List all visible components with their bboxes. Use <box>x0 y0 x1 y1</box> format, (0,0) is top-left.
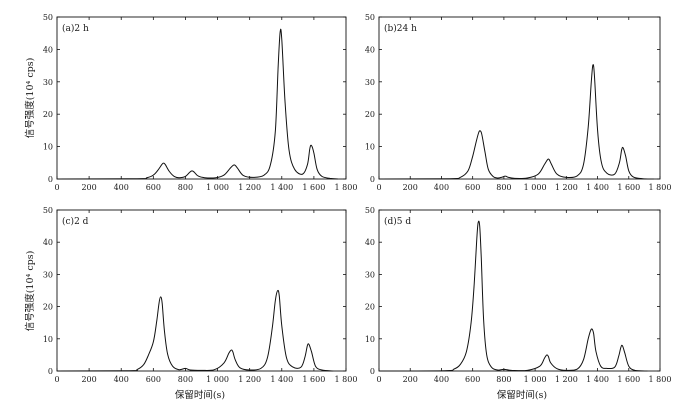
y-tick-label: 40 <box>43 45 53 54</box>
y-tick-label: 30 <box>365 78 375 87</box>
y-tick-label: 40 <box>43 238 53 247</box>
x-tick-label: 1 000 <box>524 375 547 384</box>
plot-frame <box>378 209 661 372</box>
x-tick-label: 1 600 <box>617 375 640 384</box>
x-tick-label: 800 <box>496 375 511 384</box>
y-tick-label: 40 <box>365 45 375 54</box>
x-tick-label: 1 600 <box>617 183 640 192</box>
x-axis-label-left: 保留时间(s) <box>175 389 225 401</box>
x-tick-label: 1 400 <box>270 375 293 384</box>
x-tick-label: 1 800 <box>335 375 358 384</box>
y-tick-label: 10 <box>365 143 375 152</box>
y-tick-label: 0 <box>370 367 375 376</box>
panel-label: (c)2 d <box>62 216 89 227</box>
y-tick-label: 50 <box>365 206 375 215</box>
y-tick-label: 30 <box>43 78 53 87</box>
y-tick-label: 0 <box>370 175 375 184</box>
x-tick-label: 1 600 <box>302 375 325 384</box>
x-tick-label: 200 <box>403 183 418 192</box>
y-tick-label: 0 <box>48 175 53 184</box>
x-tick-label: 1 200 <box>238 375 261 384</box>
y-tick-label: 10 <box>43 143 53 152</box>
x-tick-label: 0 <box>376 183 381 192</box>
x-tick-label: 200 <box>81 183 96 192</box>
x-tick-label: 1 000 <box>206 183 229 192</box>
y-axis-label-top: 信号强度(10⁴ cps) <box>24 58 36 139</box>
x-tick-label: 600 <box>465 183 480 192</box>
x-tick-label: 800 <box>178 375 193 384</box>
series-line <box>378 64 654 180</box>
x-tick-label: 600 <box>146 375 161 384</box>
series-line <box>56 289 334 372</box>
x-tick-label: 0 <box>54 183 59 192</box>
y-tick-label: 30 <box>43 270 53 279</box>
panel-2: 0 200 400 600 800 1 000 1 200 1 400 1 600 1 800 0 1… <box>43 206 358 384</box>
y-tick-label: 50 <box>365 13 375 22</box>
y-tick-label: 0 <box>48 367 53 376</box>
y-tick-label: 10 <box>43 335 53 344</box>
plot-frame <box>56 16 347 180</box>
y-tick-label: 50 <box>43 13 53 22</box>
x-tick-label: 1 200 <box>555 375 578 384</box>
panel-3: 0 200 400 600 800 1 000 1 200 1 400 1 600 1 800 0 1… <box>365 206 672 384</box>
x-tick-label: 800 <box>178 183 193 192</box>
x-tick-label: 200 <box>81 375 96 384</box>
y-tick-label: 20 <box>365 110 375 119</box>
y-tick-label: 50 <box>43 206 53 215</box>
x-tick-label: 400 <box>434 375 449 384</box>
y-tick-label: 40 <box>365 238 375 247</box>
x-tick-label: 400 <box>114 375 129 384</box>
x-axis-label-right: 保留时间(s) <box>497 389 547 401</box>
x-tick-label: 1 800 <box>335 183 358 192</box>
y-tick-label: 30 <box>365 270 375 279</box>
x-tick-label: 1 400 <box>586 183 609 192</box>
x-tick-label: 400 <box>434 183 449 192</box>
panel-0: 0 200 400 600 800 1 000 1 200 1 400 1 600 1 800 0 1… <box>43 13 358 192</box>
series-line <box>378 220 648 372</box>
x-tick-label: 1 800 <box>649 183 672 192</box>
x-tick-label: 0 <box>54 375 59 384</box>
x-tick-label: 400 <box>114 183 129 192</box>
y-tick-label: 20 <box>43 110 53 119</box>
y-axis-label-bottom: 信号强度(10⁴ cps) <box>24 251 36 332</box>
x-tick-label: 1 800 <box>649 375 672 384</box>
x-tick-label: 200 <box>403 375 418 384</box>
x-tick-label: 600 <box>146 183 161 192</box>
x-tick-label: 1 000 <box>206 375 229 384</box>
x-tick-label: 0 <box>376 375 381 384</box>
x-tick-label: 1 600 <box>302 183 325 192</box>
x-tick-label: 800 <box>496 183 511 192</box>
x-tick-label: 1 400 <box>270 183 293 192</box>
x-tick-label: 1 200 <box>238 183 261 192</box>
x-tick-label: 1 400 <box>586 375 609 384</box>
panel-label: (d)5 d <box>384 216 411 227</box>
plot-frame <box>378 16 661 180</box>
x-tick-label: 1 200 <box>555 183 578 192</box>
plot-frame <box>56 209 347 372</box>
y-tick-label: 20 <box>365 303 375 312</box>
x-tick-label: 1 000 <box>524 183 547 192</box>
y-tick-label: 20 <box>43 303 53 312</box>
panel-1: 0 200 400 600 800 1 000 1 200 1 400 1 600 1 800 0 1… <box>365 13 672 192</box>
panel-label: (a)2 h <box>62 23 89 34</box>
y-tick-label: 10 <box>365 335 375 344</box>
series-line <box>56 28 339 180</box>
panel-label: (b)24 h <box>384 23 417 34</box>
x-tick-label: 600 <box>465 375 480 384</box>
